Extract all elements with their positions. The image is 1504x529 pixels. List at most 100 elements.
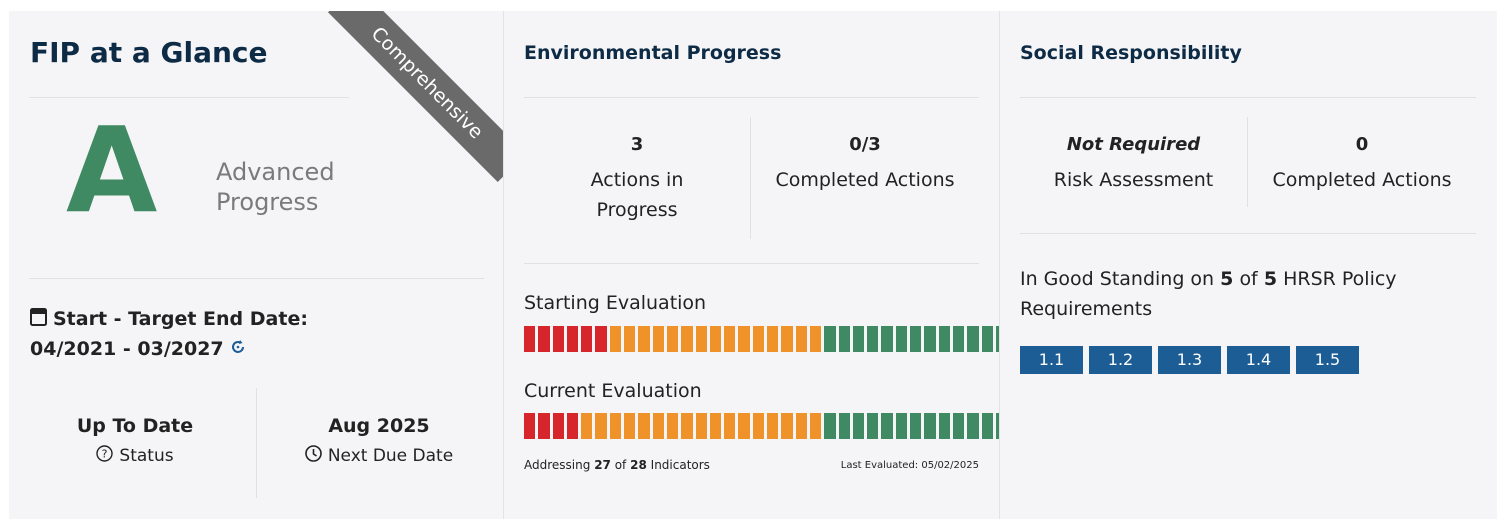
status-stat: Up To Date ? Status — [30, 415, 240, 467]
bar-segment-orange — [581, 413, 593, 439]
standing-count: 5 — [1220, 268, 1234, 290]
bar-segment-orange — [709, 326, 722, 352]
bar-segment-green — [881, 326, 893, 352]
help-circle-icon[interactable]: ? — [96, 445, 114, 467]
bar-segment-orange — [624, 413, 636, 439]
completed-actions-value: 0/3 — [849, 134, 881, 155]
clock-icon — [305, 445, 322, 467]
bar-segment-green — [952, 413, 965, 439]
actions-in-progress-metric: 3 Actions in Progress — [524, 134, 750, 225]
divider — [1247, 117, 1248, 207]
requirement-button-1-1[interactable]: 1.1 — [1020, 346, 1083, 374]
standing-prefix: In Good Standing on — [1020, 268, 1215, 290]
date-value-row: 04/2021 - 03/2027 — [30, 338, 246, 360]
bar-segment-orange — [609, 326, 622, 352]
environmental-title: Environmental Progress — [524, 42, 782, 64]
requirement-button-1-4[interactable]: 1.4 — [1227, 346, 1290, 374]
due-date-label-row: Next Due Date — [274, 445, 484, 467]
bar-segment-orange — [709, 413, 722, 439]
bar-segment-green — [910, 413, 922, 439]
current-evaluation-label: Current Evaluation — [524, 380, 702, 402]
bar-segment-orange — [652, 413, 664, 439]
social-panel: Social Responsibility Not Required Risk … — [1000, 11, 1497, 519]
social-title: Social Responsibility — [1020, 42, 1242, 64]
date-heading: Start - Target End Date: — [30, 307, 308, 331]
starting-evaluation-label: Starting Evaluation — [524, 292, 707, 314]
requirement-button-1-5[interactable]: 1.5 — [1296, 346, 1359, 374]
current-evaluation-bar — [524, 413, 999, 439]
last-evaluated: Last Evaluated: 05/02/2025 — [840, 460, 979, 471]
standing-suffix: HRSR Policy Requirements — [1020, 268, 1397, 320]
bar-segment-orange — [781, 413, 793, 439]
divider — [1020, 233, 1476, 234]
bar-segment-green — [910, 326, 922, 352]
bar-segment-green — [895, 326, 908, 352]
bar-segment-orange — [724, 413, 736, 439]
addressing-suffix: Indicators — [650, 458, 710, 472]
starting-evaluation-bar — [524, 326, 999, 352]
addressing-prefix: Addressing — [524, 458, 591, 472]
actions-in-progress-value: 3 — [630, 134, 644, 155]
addressing-total: 28 — [630, 458, 647, 472]
good-standing-text: In Good Standing on 5 of 5 HRSR Policy R… — [1020, 264, 1460, 324]
dashboard: FIP at a Glance Comprehensive A Advanced… — [9, 11, 1497, 519]
bar-segment-green — [824, 326, 836, 352]
bar-segment-green — [995, 326, 999, 352]
bar-segment-orange — [638, 326, 650, 352]
bar-segment-red — [566, 413, 579, 439]
requirement-button-1-2[interactable]: 1.2 — [1089, 346, 1152, 374]
bar-segment-orange — [595, 413, 607, 439]
risk-assessment-metric: Not Required Risk Assessment — [1020, 134, 1247, 195]
social-completed-metric: 0 Completed Actions — [1248, 134, 1476, 195]
bar-segment-green — [838, 326, 850, 352]
grade-letter: A — [66, 101, 158, 239]
requirement-button-1-3[interactable]: 1.3 — [1158, 346, 1221, 374]
status-value: Up To Date — [76, 415, 194, 437]
bar-segment-orange — [695, 413, 707, 439]
bar-segment-green — [952, 326, 965, 352]
bar-segment-green — [938, 413, 950, 439]
bar-segment-green — [995, 413, 999, 439]
bar-segment-red — [538, 326, 550, 352]
bar-segment-orange — [752, 413, 765, 439]
due-date-value: Aug 2025 — [328, 415, 430, 437]
bar-segment-orange — [666, 326, 679, 352]
bar-segment-green — [838, 413, 850, 439]
bar-segment-red — [524, 413, 536, 439]
svg-text:?: ? — [102, 448, 108, 461]
grade-label: Advanced Progress — [216, 158, 335, 216]
bar-segment-red — [595, 326, 607, 352]
bar-segment-orange — [695, 326, 707, 352]
bar-segment-orange — [795, 413, 807, 439]
bar-segment-green — [981, 413, 993, 439]
requirement-buttons: 1.1 1.2 1.3 1.4 1.5 — [1020, 346, 1359, 374]
bar-segment-green — [924, 413, 936, 439]
bar-segment-green — [938, 326, 950, 352]
bar-segment-green — [924, 326, 936, 352]
bar-segment-green — [824, 413, 836, 439]
actions-in-progress-label: Actions in Progress — [590, 169, 684, 221]
bar-segment-green — [967, 326, 979, 352]
date-label: Start - Target End Date: — [53, 308, 308, 330]
bar-segment-orange — [681, 326, 693, 352]
divider — [750, 117, 751, 239]
bar-segment-green — [895, 413, 908, 439]
addressing-of: of — [614, 458, 627, 472]
bar-segment-orange — [767, 413, 779, 439]
bar-segment-orange — [781, 326, 793, 352]
social-completed-label: Completed Actions — [1272, 169, 1452, 191]
bar-segment-orange — [724, 326, 736, 352]
bar-segment-orange — [609, 413, 622, 439]
risk-assessment-value: Not Required — [1066, 134, 1201, 155]
due-date-label: Next Due Date — [327, 446, 454, 466]
bar-segment-red — [581, 326, 593, 352]
bar-segment-orange — [767, 326, 779, 352]
standing-of: of — [1239, 268, 1258, 290]
bar-segment-green — [981, 326, 993, 352]
bar-segment-green — [867, 413, 879, 439]
bar-segment-green — [967, 413, 979, 439]
bar-segment-orange — [638, 413, 650, 439]
refresh-icon[interactable] — [230, 338, 246, 360]
bar-segment-green — [881, 413, 893, 439]
bar-segment-orange — [738, 326, 750, 352]
